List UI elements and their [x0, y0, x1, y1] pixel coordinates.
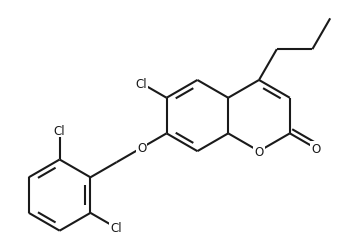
Text: Cl: Cl: [110, 221, 122, 234]
Text: O: O: [255, 145, 264, 158]
Text: O: O: [137, 142, 146, 154]
Text: Cl: Cl: [54, 124, 65, 137]
Text: Cl: Cl: [135, 77, 147, 90]
Text: O: O: [311, 142, 321, 155]
